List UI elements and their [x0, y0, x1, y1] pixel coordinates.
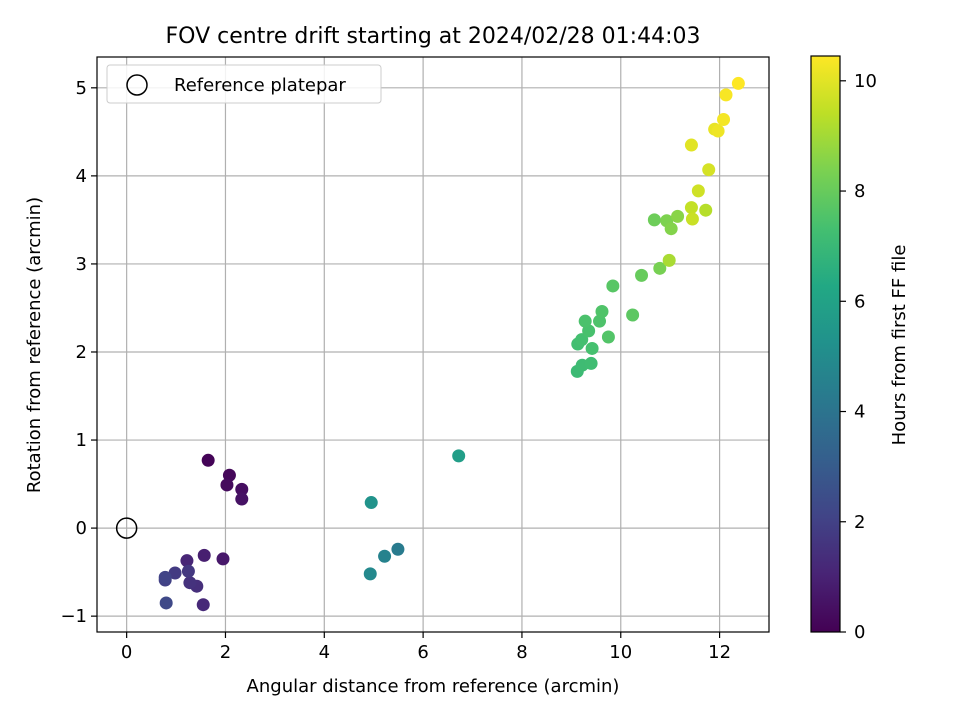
data-point [181, 564, 195, 578]
data-point [159, 596, 173, 610]
data-point [158, 570, 172, 584]
scatter-points [158, 76, 745, 612]
data-point [719, 88, 733, 102]
data-point [180, 554, 194, 568]
data-point [653, 261, 667, 275]
colorbar: 0 2 4 6 8 10 Hours from first FF file [810, 55, 910, 643]
legend-box [106, 64, 382, 104]
data-point [626, 308, 640, 322]
data-point [647, 213, 661, 227]
y-tick-label: 0 [76, 518, 87, 539]
data-point [671, 209, 685, 223]
data-point [363, 567, 377, 581]
data-point [196, 598, 210, 612]
data-point [684, 138, 698, 152]
data-point [578, 314, 592, 328]
colorbar-tick-label: 6 [854, 291, 865, 312]
plot-frame [96, 56, 770, 633]
y-tick-label: 3 [76, 254, 87, 275]
colorbar-tick-label: 8 [854, 181, 865, 202]
grid-lines [97, 57, 769, 632]
x-tick-label: 0 [121, 642, 132, 663]
data-point [662, 253, 676, 267]
y-tick-label: 5 [76, 78, 87, 99]
colorbar-frame [810, 55, 841, 633]
plot-background [97, 57, 769, 632]
data-point [452, 449, 466, 463]
data-point [731, 76, 745, 90]
colorbar-gradient [811, 56, 840, 632]
data-point [575, 333, 589, 347]
data-point [684, 201, 698, 215]
legend: Reference platepar [106, 64, 382, 104]
data-point [664, 222, 678, 236]
colorbar-tick-label: 0 [854, 622, 865, 643]
x-tick-label: 4 [319, 642, 330, 663]
x-tick-label: 2 [220, 642, 231, 663]
data-point [606, 279, 620, 293]
data-point [235, 482, 249, 496]
data-point [711, 124, 725, 138]
colorbar-ticks: 0 2 4 6 8 10 [840, 71, 877, 643]
legend-entry-reference: Reference platepar [174, 75, 346, 96]
data-point [717, 113, 731, 127]
data-point [702, 163, 716, 177]
data-point [364, 496, 378, 510]
data-point [183, 576, 197, 590]
y-tick-label: 4 [76, 166, 87, 187]
x-tick-label: 10 [609, 642, 632, 663]
data-point [584, 356, 598, 370]
data-point [585, 341, 599, 355]
y-axis-label: Rotation from reference (arcmin) [24, 197, 45, 493]
y-tick-label: 1 [76, 430, 87, 451]
x-axis-label: Angular distance from reference (arcmin) [247, 676, 620, 697]
colorbar-tick-label: 2 [854, 512, 865, 533]
reference-marker [115, 517, 138, 539]
data-point [220, 478, 234, 492]
colorbar-tick-label: 4 [854, 402, 865, 423]
x-tick-label: 6 [417, 642, 428, 663]
data-point [635, 268, 649, 282]
x-axis-ticks: 0 2 4 6 8 10 12 [121, 632, 731, 663]
data-point [168, 566, 182, 580]
reference-point [115, 517, 138, 539]
data-point [378, 549, 392, 563]
data-point [595, 304, 609, 318]
x-tick-label: 12 [708, 642, 731, 663]
data-point [197, 548, 211, 562]
data-point [685, 212, 699, 226]
data-point [216, 552, 230, 566]
data-point [691, 184, 705, 198]
y-tick-label: −1 [60, 606, 87, 627]
data-point [201, 453, 215, 467]
data-point [391, 542, 405, 556]
legend-marker-open-circle [126, 74, 148, 96]
chart-title: FOV centre drift starting at 2024/02/28 … [166, 24, 701, 49]
colorbar-tick-label: 10 [854, 71, 877, 92]
data-point [601, 330, 615, 344]
data-point [235, 492, 249, 506]
colorbar-label: Hours from first FF file [889, 245, 910, 446]
data-point [699, 203, 713, 217]
y-axis-ticks: −1 0 1 2 3 4 5 [60, 78, 97, 627]
y-tick-label: 2 [76, 342, 87, 363]
x-tick-label: 8 [516, 642, 527, 663]
